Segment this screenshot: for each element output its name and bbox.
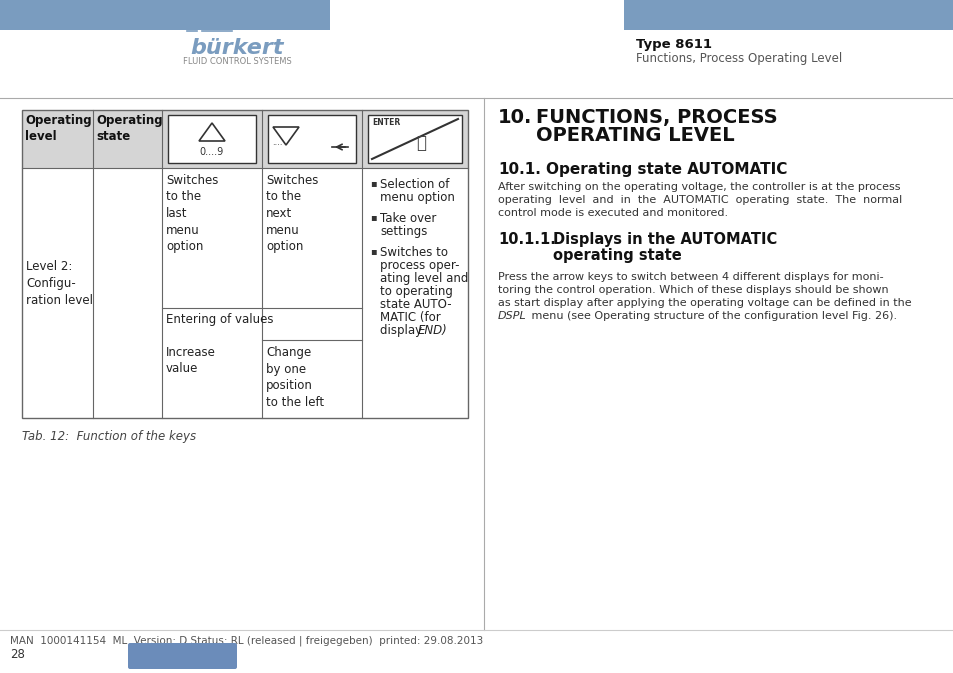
Text: toring the control operation. Which of these displays should be shown: toring the control operation. Which of t… [497, 285, 887, 295]
Text: 28: 28 [10, 648, 25, 661]
Text: to operating: to operating [379, 285, 453, 298]
Text: Selection of: Selection of [379, 178, 449, 191]
Bar [168, 115, 255, 163]
Bar [0, 0, 330, 30]
Text: Increase
value: Increase value [166, 346, 215, 376]
Text: as start display after applying the operating voltage can be defined in the: as start display after applying the oper… [497, 298, 911, 308]
Text: Operating state AUTOMATIC: Operating state AUTOMATIC [545, 162, 786, 177]
Text: ▪: ▪ [370, 246, 376, 256]
Text: Level 2:
Configu-
ration level: Level 2: Configu- ration level [26, 260, 92, 306]
Text: Switches
to the
last
menu
option: Switches to the last menu option [166, 174, 218, 253]
Bar [22, 168, 468, 418]
Text: menu option: menu option [379, 191, 455, 204]
Text: 10.1.1.: 10.1.1. [497, 232, 556, 247]
Text: english: english [156, 649, 207, 662]
Text: ▪: ▪ [370, 178, 376, 188]
Text: Operating
level: Operating level [25, 114, 91, 143]
Text: ✋: ✋ [416, 134, 426, 152]
Text: 10.1.: 10.1. [497, 162, 540, 177]
Text: END): END) [417, 324, 447, 337]
Text: Switches
to the
next
menu
option: Switches to the next menu option [266, 174, 318, 253]
Text: Entering of values: Entering of values [166, 313, 274, 326]
Text: control mode is executed and monitored.: control mode is executed and monitored. [497, 208, 727, 218]
Text: 0....9: 0....9 [200, 147, 224, 157]
Text: Switches to: Switches to [379, 246, 448, 259]
Text: OPERATING LEVEL: OPERATING LEVEL [536, 126, 734, 145]
Text: Change
by one
position
to the left: Change by one position to the left [266, 346, 324, 409]
Text: menu (see Operating structure of the configuration level Fig. 26).: menu (see Operating structure of the con… [527, 311, 896, 321]
Text: operating  level  and  in  the  AUTOMATIC  operating  state.  The  normal: operating level and in the AUTOMATIC ope… [497, 195, 902, 205]
Text: ····: ···· [272, 141, 282, 151]
FancyBboxPatch shape [128, 643, 236, 669]
Text: MAN  1000141154  ML  Version: D Status: RL (released | freigegeben)  printed: 29: MAN 1000141154 ML Version: D Status: RL … [10, 635, 483, 645]
Text: Operating
state: Operating state [96, 114, 162, 143]
Text: DSPL: DSPL [497, 311, 526, 321]
Text: settings: settings [379, 225, 427, 238]
Polygon shape [199, 123, 225, 141]
Text: Type 8611: Type 8611 [636, 38, 711, 51]
Bar [22, 110, 468, 418]
Text: ENTER: ENTER [372, 118, 400, 127]
Text: Tab. 12:  Function of the keys: Tab. 12: Function of the keys [22, 430, 196, 443]
Text: ▪: ▪ [370, 212, 376, 222]
Text: operating state: operating state [553, 248, 681, 263]
Text: FUNCTIONS, PROCESS: FUNCTIONS, PROCESS [536, 108, 777, 127]
Bar [22, 110, 468, 168]
Text: display: display [379, 324, 425, 337]
Text: 10.: 10. [497, 108, 532, 127]
Polygon shape [273, 127, 298, 145]
Text: bürkert: bürkert [190, 38, 283, 58]
Text: Displays in the AUTOMATIC: Displays in the AUTOMATIC [553, 232, 777, 247]
Text: state AUTO-: state AUTO- [379, 298, 451, 311]
Text: Press the arrow keys to switch between 4 different displays for moni-: Press the arrow keys to switch between 4… [497, 272, 882, 282]
Text: FLUID CONTROL SYSTEMS: FLUID CONTROL SYSTEMS [182, 57, 291, 66]
Text: Take over: Take over [379, 212, 436, 225]
Text: ating level and: ating level and [379, 272, 468, 285]
Bar [623, 0, 953, 30]
Text: After switching on the operating voltage, the controller is at the process: After switching on the operating voltage… [497, 182, 900, 192]
Text: MATIC (for: MATIC (for [379, 311, 440, 324]
Bar [268, 115, 355, 163]
Bar [368, 115, 461, 163]
Text: process oper-: process oper- [379, 259, 459, 272]
Text: Functions, Process Operating Level: Functions, Process Operating Level [636, 52, 841, 65]
